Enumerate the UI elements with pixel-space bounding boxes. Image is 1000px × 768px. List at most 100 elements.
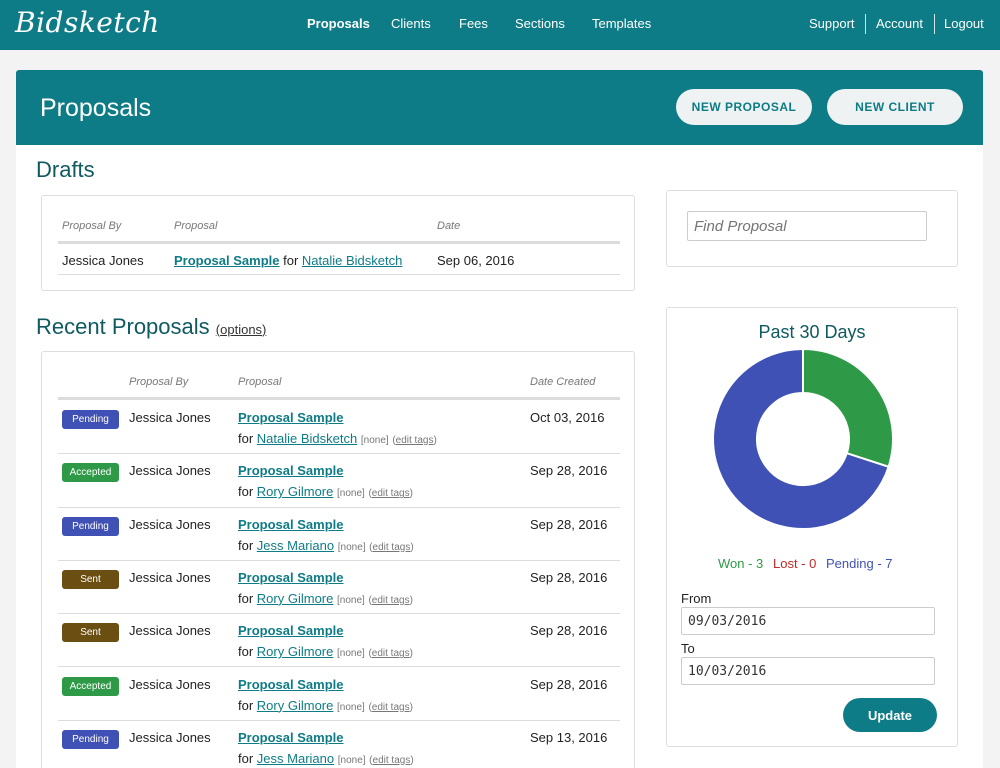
for-text: for [283,253,299,268]
header-divider [58,397,620,400]
find-proposal-input[interactable] [687,211,927,241]
client-cell: for Rory Gilmore [none] (edit tags) [238,484,413,499]
table-row: Accepted Jessica Jones Proposal Sample for … [42,454,636,508]
nav-support[interactable]: Support [809,16,855,31]
for-text: for [238,537,254,553]
edit-tags-link[interactable]: edit tags [371,594,410,606]
column-header-proposal: Proposal [174,220,218,232]
to-date-input[interactable] [681,657,935,685]
table-row: Pending Jessica Jones Proposal Sample for N… [42,401,636,455]
proposal-cell: Proposal Sample [238,410,343,425]
donut-slice-won [802,349,893,469]
nav-fees[interactable]: Fees [459,16,488,31]
legend-pending: Pending - 7 [826,556,893,571]
update-button[interactable]: Update [843,698,937,732]
client-cell: for Jess Mariano [none] (edit tags) [238,538,414,553]
stats-card: Past 30 Days Won - 3 Lost - 0 Pending - … [666,307,958,747]
row-divider [58,666,620,668]
client-link[interactable]: Rory Gilmore [256,484,334,500]
client-link[interactable]: Rory Gilmore [256,590,334,606]
client-link[interactable]: Rory Gilmore [256,644,334,660]
nav-logout[interactable]: Logout [944,16,984,31]
proposal-link[interactable]: Proposal Sample [238,516,344,532]
proposal-cell: Proposal Sample [238,677,343,692]
client-link[interactable]: Rory Gilmore [256,697,334,713]
row-divider [58,719,620,721]
table-row: Accepted Jessica Jones Proposal Sample for … [42,668,636,721]
table-row: Pending Jessica Jones Proposal Sample for J… [42,721,636,768]
legend-lost: Lost - 0 [773,556,817,571]
edit-tags-wrapper: (edit tags) [369,541,414,553]
proposal-cell: Proposal Sample [238,623,343,638]
client-link[interactable]: Jess Mariano [256,750,335,766]
row-divider [58,506,620,508]
donut-slice-pending [713,349,890,529]
to-label: To [681,641,695,656]
draft-proposal-by: Jessica Jones [62,253,144,268]
options-link[interactable]: (options) [215,322,267,337]
from-date-input[interactable] [681,607,935,635]
edit-tags-link[interactable]: edit tags [395,435,434,446]
from-label: From [681,591,712,606]
edit-tags-link[interactable]: edit tags [372,754,411,766]
recent-proposals-heading: Recent Proposals [36,314,210,339]
status-badge: Sent [62,623,119,643]
draft-date: Sep 06, 2016 [437,253,515,268]
row-divider [58,274,620,275]
for-text: for [238,431,254,446]
new-client-button[interactable]: NEW CLIENT [827,89,963,125]
date-created: Sep 28, 2016 [530,623,608,639]
client-cell: for Rory Gilmore [none] (edit tags) [238,591,413,606]
client-link[interactable]: Jess Mariano [256,537,335,553]
for-text: for [238,590,254,606]
proposal-link[interactable]: Proposal Sample [238,569,344,585]
nav-clients[interactable]: Clients [391,16,431,31]
proposal-link[interactable]: Proposal Sample [238,623,344,639]
date-created: Oct 03, 2016 [530,410,605,425]
status-badge: Accepted [62,676,119,696]
tags-text: [none] [360,435,389,446]
proposal-cell: Proposal Sample [238,730,343,745]
logo[interactable]: Bidsketch [15,6,160,39]
nav-proposals[interactable]: Proposals [307,16,370,31]
options-link-text[interactable]: options [220,322,263,337]
edit-tags-wrapper: (edit tags) [368,648,413,660]
proposal-link[interactable]: Proposal Sample [238,676,344,692]
edit-tags-link[interactable]: edit tags [372,541,411,553]
proposal-cell: Proposal Sample [238,463,343,478]
proposal-by: Jessica Jones [129,463,211,479]
status-badge: Pending [62,729,119,749]
date-created: Sep 28, 2016 [530,463,608,479]
nav-sections[interactable]: Sections [515,16,565,31]
tags-text: [none] [337,594,365,606]
edit-tags-link[interactable]: edit tags [371,648,410,660]
tags-text: [none] [337,701,365,713]
page-header: Proposals NEW PROPOSAL NEW CLIENT [16,70,983,145]
proposal-by: Jessica Jones [129,729,211,745]
edit-tags-link[interactable]: edit tags [371,488,410,500]
client-cell: for Rory Gilmore [none] (edit tags) [238,644,413,659]
tags-text: [none] [337,754,366,766]
edit-tags-link[interactable]: edit tags [371,701,410,713]
column-header-proposal: Proposal [238,376,282,388]
tags-text: [none] [337,648,365,660]
draft-proposal-link[interactable]: Proposal Sample [174,253,280,268]
nav-account[interactable]: Account [876,16,923,31]
draft-client-link[interactable]: Natalie Bidsketch [301,253,403,268]
nav-templates[interactable]: Templates [592,16,652,31]
recent-proposals-table: Proposal By Proposal Date Created Pendin… [41,351,635,768]
table-row: Sent Jessica Jones Proposal Sample for Rory… [42,614,636,668]
legend-won: Won - 3 [718,556,764,571]
new-proposal-button[interactable]: NEW PROPOSAL [676,89,812,125]
page-title: Proposals [40,94,152,122]
nav-divider [934,14,935,34]
top-navbar: Bidsketch Proposals Clients Fees Section… [0,0,1000,50]
proposal-link[interactable]: Proposal Sample [238,410,344,425]
row-divider [58,559,620,561]
client-link[interactable]: Natalie Bidsketch [256,431,358,446]
proposal-by: Jessica Jones [129,569,211,585]
proposal-link[interactable]: Proposal Sample [238,729,344,745]
proposal-link[interactable]: Proposal Sample [238,463,344,479]
client-cell: for Rory Gilmore [none] (edit tags) [238,698,413,713]
edit-tags-wrapper: (edit tags) [368,594,413,606]
